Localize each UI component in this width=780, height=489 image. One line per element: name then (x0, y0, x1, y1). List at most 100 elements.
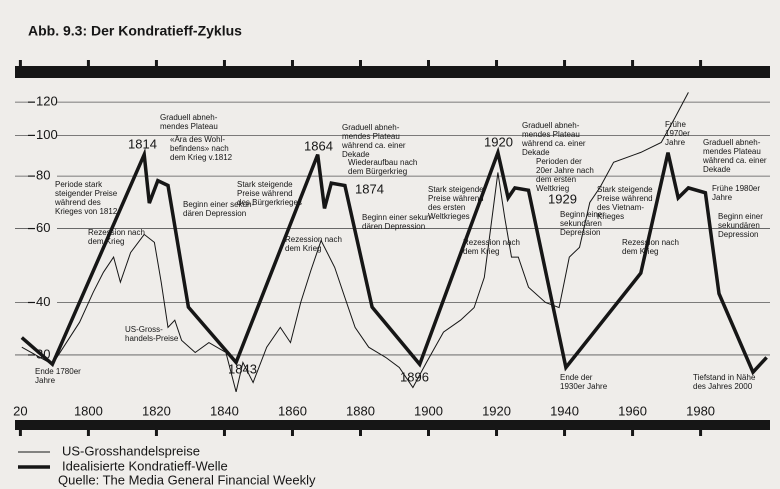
x-tick-label: 1920 (482, 403, 511, 418)
annotation: «Ära des Wohl- (170, 135, 225, 144)
annotation: während des (54, 198, 101, 207)
annotation: des Bürgerkrieges (237, 198, 302, 207)
year-label: 1896 (400, 369, 429, 384)
annotation: Rezession nach (622, 238, 679, 247)
annotation: Periode stark (55, 180, 103, 189)
series-line (21, 92, 689, 393)
annotation: sekundären (560, 219, 602, 228)
annotation: Ende 1780er (35, 367, 81, 376)
annotation: dem Krieg (285, 244, 321, 253)
annotation: dem Krieg (88, 237, 124, 246)
x-tick-label: 1960 (618, 403, 647, 418)
annotation: Stark steigende (597, 185, 653, 194)
annotation: Frühe (665, 120, 686, 129)
annotation: befindens» nach (170, 144, 229, 153)
source: Quelle: The Media General Financial Week… (58, 472, 316, 487)
year-label: 1814 (128, 136, 157, 151)
bottom-bar (15, 420, 770, 430)
annotation: Graduell abneh- (703, 138, 761, 147)
annotation: mendes Plateau (160, 122, 218, 131)
annotation: Graduell abneh- (342, 123, 400, 132)
annotation: während ca. einer (521, 139, 586, 148)
x-tick-label: 1800 (74, 403, 103, 418)
annotation: Beginn einer sekun- (183, 200, 254, 209)
annotation: Dekade (522, 148, 550, 157)
annotation: Weltkrieges (428, 212, 470, 221)
y-tick-label: 120 (36, 94, 58, 109)
annotation: 20er Jahre nach (536, 166, 594, 175)
annotation: Jahre (665, 138, 686, 147)
annotation: steigender Preise (55, 189, 118, 198)
annotation: Jahre (35, 376, 56, 385)
annotation: Frühe 1980er (712, 184, 760, 193)
annotation: des ersten (428, 203, 465, 212)
annotation: des Vietnam- (597, 203, 644, 212)
annotation: Rezession nach (285, 235, 342, 244)
y-label-bg (35, 295, 57, 310)
annotation: 1930er Jahre (560, 382, 608, 391)
annotation: mendes Plateau (703, 147, 761, 156)
legend-label: US-Grosshandelspreise (62, 443, 200, 458)
annotation: dem Krieg v.1812 (170, 153, 233, 162)
annotation: Graduell abneh- (522, 121, 580, 130)
annotation: Graduell abneh- (160, 113, 218, 122)
annotation: des Jahres 2000 (693, 382, 753, 391)
annotation: Wiederaufbau nach (348, 158, 417, 167)
x-tick-label: 1980 (686, 403, 715, 418)
annotation: Depression (560, 228, 600, 237)
year-label: 1920 (484, 134, 513, 149)
annotation: US-Gross- (125, 325, 163, 334)
x-tick-label: 1840 (210, 403, 239, 418)
annotation: Stark steigende (237, 180, 293, 189)
y-tick-label: 100 (36, 127, 58, 142)
annotation: Jahre (712, 193, 733, 202)
annotation: während ca. einer (341, 141, 406, 150)
year-label: 1874 (355, 181, 384, 196)
annotation: Depression (718, 230, 758, 239)
annotation: Beginn einer (560, 210, 605, 219)
annotation: Weltkrieg (536, 184, 569, 193)
chart-title: Abb. 9.3: Der Kondratieff-Zyklus (28, 23, 242, 39)
annotation: dem Bürgerkrieg (348, 167, 407, 176)
annotation: dem ersten (536, 175, 576, 184)
annotation: Preise während (597, 194, 653, 203)
annotation: dären Depression (362, 222, 425, 231)
annotation: Stark steigende (428, 185, 484, 194)
annotation: dem Krieg (463, 247, 499, 256)
annotation: Preise während (428, 194, 484, 203)
annotation: 1970er (665, 129, 690, 138)
annotation: Krieges von 1812 (55, 207, 118, 216)
x-tick-label: 1940 (550, 403, 579, 418)
x-tick-label: 1880 (346, 403, 375, 418)
annotation: Tiefstand in Nähe (693, 373, 756, 382)
annotation: Ende der (560, 373, 593, 382)
annotation: handels-Preise (125, 334, 179, 343)
legend-label: Idealisierte Kondratieff-Welle (62, 458, 228, 473)
annotation: Rezession nach (463, 238, 520, 247)
annotation: mendes Plateau (342, 132, 400, 141)
year-label: 1864 (304, 138, 333, 153)
annotation: sekundären (718, 221, 760, 230)
annotation: dären Depression (183, 209, 246, 218)
y-label-bg (35, 128, 57, 143)
annotation: während ca. einer (702, 156, 767, 165)
top-bar (15, 66, 770, 78)
annotation: Dekade (703, 165, 731, 174)
annotation: Perioden der (536, 157, 582, 166)
year-label: 1929 (548, 191, 577, 206)
y-tick-label: 40 (36, 294, 50, 309)
annotation: Preise während (237, 189, 293, 198)
annotation: Rezession nach (88, 228, 145, 237)
annotation: Krieges (597, 212, 624, 221)
annotation: dem Krieg (622, 247, 658, 256)
series-line (20, 146, 768, 376)
annotation: Beginn einer (718, 212, 763, 221)
x-tick-label: 1820 (142, 403, 171, 418)
annotation: Dekade (342, 150, 370, 159)
y-label-bg (35, 95, 57, 110)
y-label-bg (35, 347, 57, 362)
x-tick-label: 20 (13, 403, 27, 418)
x-tick-label: 1900 (414, 403, 443, 418)
annotation: mendes Plateau (522, 130, 580, 139)
